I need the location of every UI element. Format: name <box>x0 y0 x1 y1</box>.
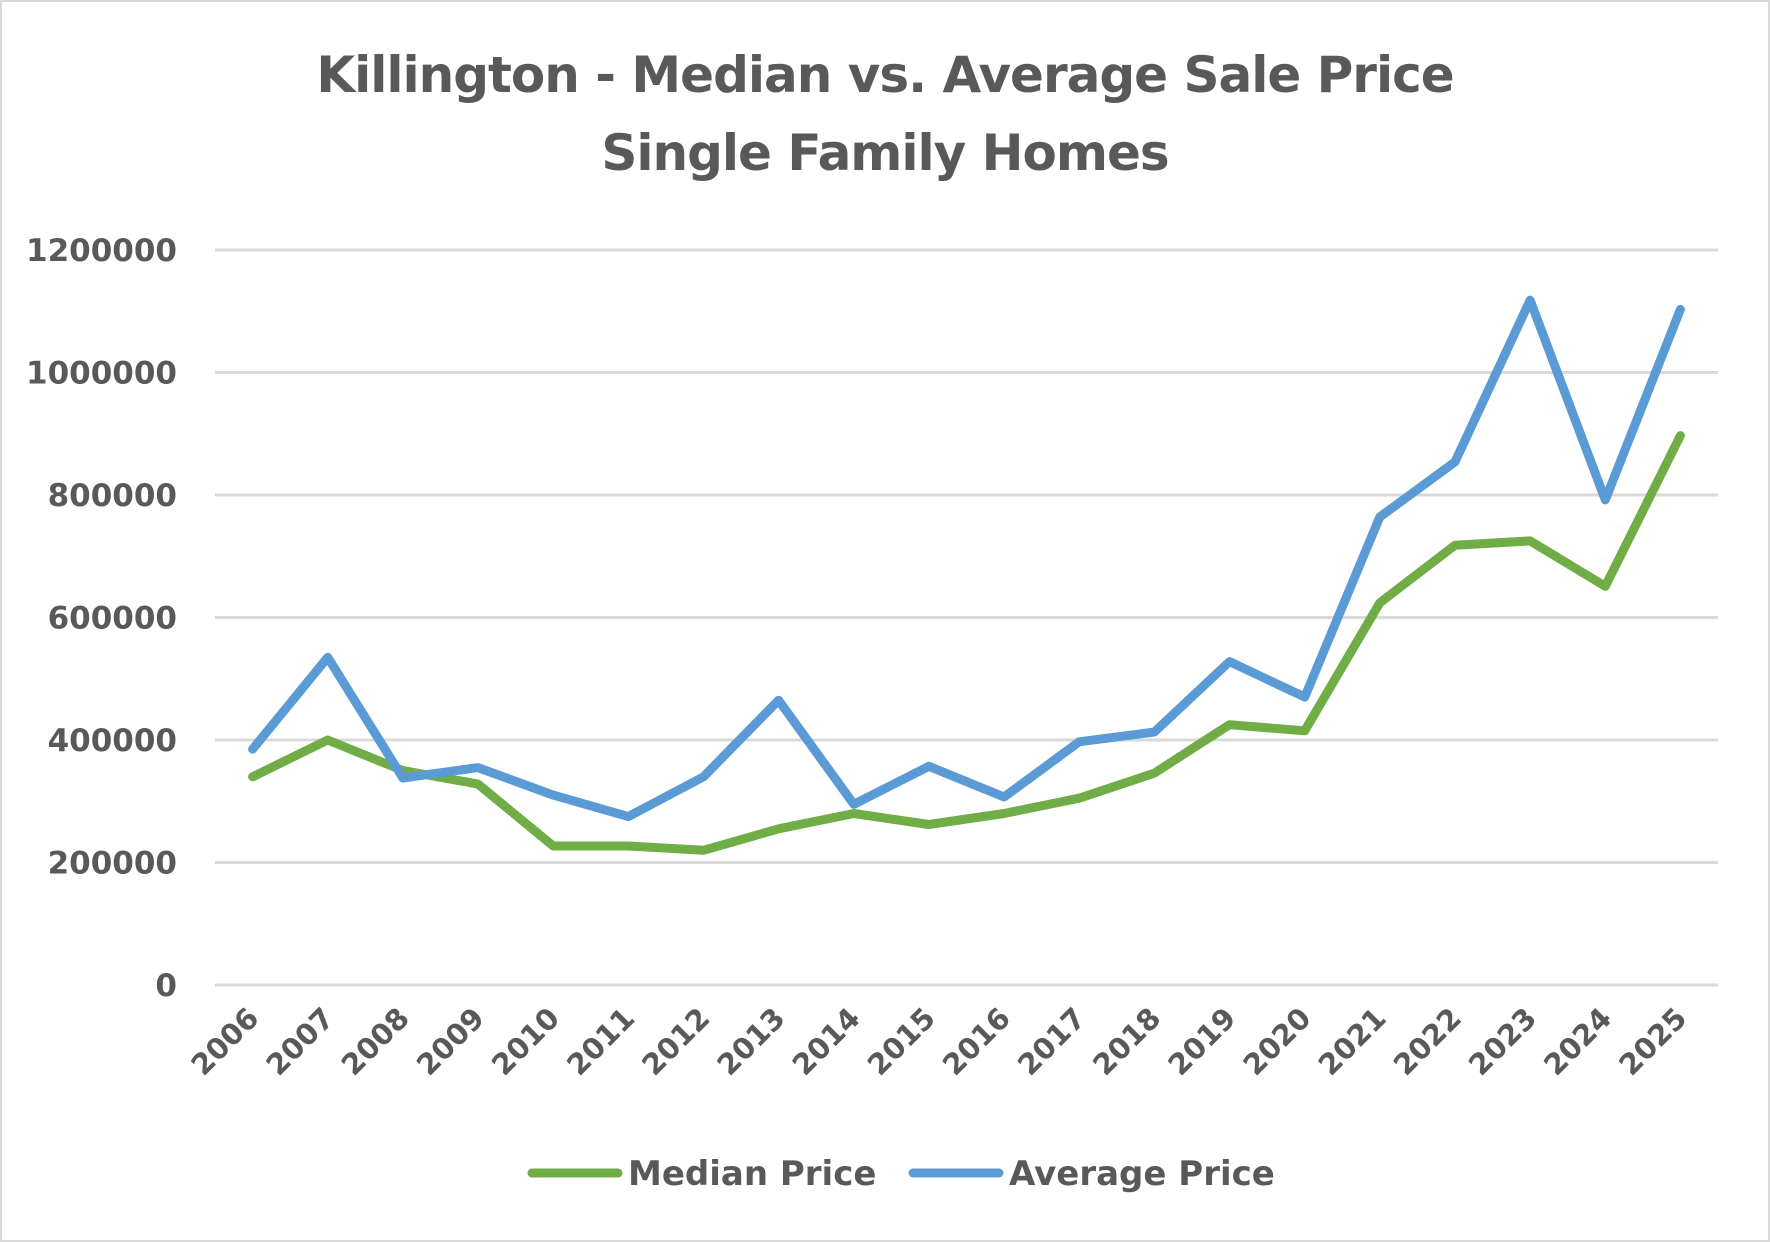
data-point <box>1379 516 1381 518</box>
data-point <box>1604 499 1606 501</box>
data-point <box>477 767 479 769</box>
legend-label: Average Price <box>1009 1154 1275 1194</box>
gridlines <box>215 248 1718 987</box>
y-tick-label: 1000000 <box>26 356 177 392</box>
x-tick-label: 2013 <box>710 1001 791 1082</box>
y-tick-label: 1200000 <box>26 233 177 269</box>
data-point <box>853 813 855 814</box>
x-tick-label: 2022 <box>1387 1001 1468 1082</box>
y-tick-label: 0 <box>155 968 177 1004</box>
data-point <box>1529 540 1531 542</box>
y-tick-label: 800000 <box>48 478 177 514</box>
data-point <box>552 845 554 847</box>
data-point <box>252 776 254 778</box>
data-point <box>702 849 704 851</box>
data-point <box>252 748 254 750</box>
x-tick-label: 2019 <box>1161 1001 1242 1082</box>
x-tick-label: 2007 <box>260 1001 341 1082</box>
data-point <box>1003 796 1005 798</box>
x-tick-label: 2020 <box>1237 1001 1318 1082</box>
x-tick-label: 2012 <box>635 1001 716 1082</box>
series-line-median-price <box>248 431 1685 855</box>
data-point <box>928 824 930 826</box>
y-tick-label: 600000 <box>48 601 177 637</box>
data-point <box>402 777 404 779</box>
y-tick-label: 200000 <box>48 846 177 882</box>
x-tick-label: 2018 <box>1086 1001 1167 1082</box>
chart-subtitle: Single Family Homes <box>601 124 1169 182</box>
data-point <box>853 803 855 805</box>
data-point <box>1379 602 1381 604</box>
data-point <box>1078 797 1080 799</box>
x-tick-label: 2010 <box>485 1001 566 1082</box>
data-point <box>928 765 930 767</box>
data-point <box>1454 544 1456 546</box>
x-tick-label: 2006 <box>184 1001 265 1082</box>
data-point <box>1304 730 1306 732</box>
x-tick-label: 2015 <box>861 1001 942 1082</box>
x-tick-label: 2025 <box>1612 1001 1693 1082</box>
y-tick-label: 400000 <box>48 723 177 759</box>
data-point <box>1604 585 1606 587</box>
data-point <box>1003 813 1005 814</box>
data-point <box>327 739 329 741</box>
data-point <box>1454 461 1456 463</box>
data-point <box>327 656 329 658</box>
chart-title: Killington - Median vs. Average Sale Pri… <box>316 46 1454 104</box>
x-axis-ticks: 2006200720082009201020112012201320142015… <box>184 1001 1693 1082</box>
series-lines <box>248 295 1685 855</box>
x-tick-label: 2024 <box>1537 1001 1618 1082</box>
x-tick-label: 2008 <box>335 1001 416 1082</box>
x-tick-label: 2016 <box>936 1001 1017 1082</box>
legend: Median Price Average Price <box>527 1154 1275 1194</box>
data-point <box>1153 731 1155 733</box>
legend-label: Median Price <box>628 1154 876 1194</box>
x-tick-label: 2014 <box>786 1001 867 1082</box>
data-point <box>778 828 780 830</box>
data-point <box>1229 724 1231 726</box>
x-tick-label: 2009 <box>410 1001 491 1082</box>
data-point <box>1529 299 1531 301</box>
data-point <box>627 816 629 818</box>
data-point <box>778 699 780 701</box>
x-tick-label: 2023 <box>1462 1001 1543 1082</box>
data-point <box>477 783 479 785</box>
x-tick-label: 2017 <box>1011 1001 1092 1082</box>
x-tick-label: 2021 <box>1312 1001 1393 1082</box>
data-point <box>1153 772 1155 774</box>
x-tick-label: 2011 <box>560 1001 641 1082</box>
y-axis-ticks: 0 200000 400000 600000 800000 1000000 1200000 <box>26 233 177 1004</box>
series-line-average-price <box>248 295 1685 822</box>
data-point <box>627 845 629 847</box>
data-point <box>702 776 704 778</box>
data-point <box>1078 741 1080 743</box>
data-point <box>1679 435 1681 437</box>
data-point <box>1679 308 1681 310</box>
data-point <box>1304 696 1306 698</box>
data-point <box>1229 661 1231 663</box>
data-point <box>552 794 554 796</box>
